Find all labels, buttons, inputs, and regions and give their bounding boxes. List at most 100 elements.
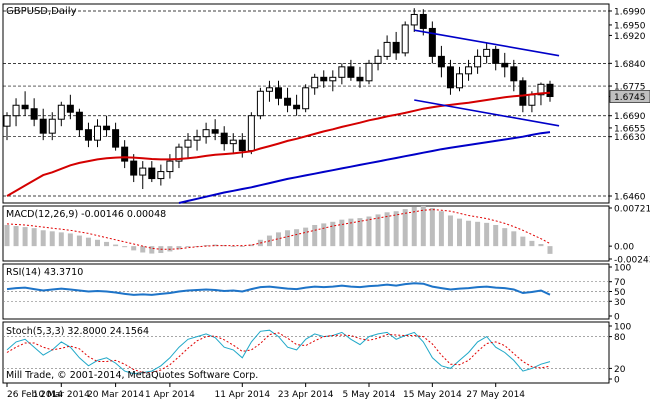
macd-bar	[529, 240, 535, 247]
macd-bar	[411, 206, 417, 247]
candle-up	[94, 125, 101, 141]
price-label: 1.6460	[614, 193, 646, 203]
candle-up	[256, 90, 264, 117]
candle-down	[392, 41, 400, 54]
macd-tick-label: 0.00721	[614, 205, 650, 215]
candle-up	[247, 115, 255, 152]
macd-bar	[4, 224, 10, 247]
macd-bar	[538, 244, 544, 247]
price-label: 1.6775	[614, 83, 646, 93]
macd-bar	[122, 246, 128, 248]
rsi-tick-label: 100	[614, 264, 631, 274]
macd-bar	[420, 205, 426, 247]
candle-up	[474, 55, 482, 68]
price-label: 1.6690	[614, 112, 646, 122]
macd-bar	[276, 232, 281, 247]
stoch-d-line	[6, 332, 551, 374]
candle-down	[492, 48, 500, 64]
time-label: 5 May 2014	[343, 390, 396, 400]
macd-bar	[95, 239, 100, 247]
candle-down	[66, 104, 74, 113]
macd-bar	[547, 246, 553, 254]
candle-down	[103, 125, 111, 131]
candle-down	[356, 76, 364, 82]
price-label: 1.6630	[614, 133, 646, 143]
candle-down	[220, 132, 228, 145]
macd-bar	[447, 215, 453, 247]
macd-tick-label: -0.00243	[614, 256, 650, 266]
candle-up	[338, 66, 346, 78]
macd-bar	[67, 233, 73, 247]
macd-bar	[49, 231, 55, 247]
macd-bar	[475, 221, 481, 247]
candle-down	[446, 66, 454, 89]
candle-down	[84, 129, 92, 141]
time-label: 15 May 2014	[403, 390, 462, 400]
candle-down	[112, 129, 120, 148]
candle-up	[329, 76, 337, 82]
macd-bar	[384, 212, 390, 247]
rsi-tick-label: 70	[614, 278, 626, 288]
macd-bar	[149, 246, 155, 254]
candle-down	[437, 55, 445, 68]
candle-up	[383, 41, 391, 57]
trend-line	[414, 99, 560, 127]
macd-bar	[140, 246, 146, 253]
candle-up	[401, 24, 409, 54]
time-label: 11 Apr 2014	[214, 390, 270, 400]
macd-bar	[393, 211, 399, 247]
candle-down	[546, 83, 554, 98]
macd-bar	[13, 226, 19, 247]
macd-bar	[366, 216, 372, 247]
candle-up	[265, 87, 273, 92]
chart-title: GBPUSD,Daily	[6, 6, 77, 17]
macd-bar	[511, 231, 517, 247]
candle-down	[275, 87, 282, 99]
candle-up	[157, 171, 165, 180]
rsi-tick-label: 50	[614, 288, 626, 298]
candle-down	[30, 108, 38, 120]
candle-down	[238, 139, 246, 152]
candle-down	[75, 111, 83, 131]
time-label: 20 Mar 2014	[87, 390, 144, 400]
macd-bar	[131, 246, 137, 251]
time-label: 10 Mar 2014	[33, 390, 90, 400]
stoch-tick-label: 0	[614, 376, 620, 386]
macd-bar	[484, 222, 490, 247]
candle-down	[347, 66, 355, 78]
macd-bar	[375, 214, 381, 247]
candle-up	[229, 139, 237, 145]
macd-bar	[321, 223, 327, 247]
price-label: 1.6920	[614, 32, 646, 42]
candle-up	[528, 94, 536, 106]
candle-down	[428, 27, 436, 57]
time-label: 23 Apr 2014	[278, 390, 334, 400]
time-label: 1 Apr 2014	[145, 390, 195, 400]
candle-down	[211, 129, 219, 134]
candle-up	[202, 129, 210, 138]
candle-down	[419, 13, 427, 29]
candle-up	[12, 104, 20, 117]
candle-up	[166, 160, 174, 173]
price-label: 1.6655	[614, 124, 646, 134]
candle-up	[57, 104, 65, 120]
macd-panel: 0.00721 0.00 -0.00243	[2, 205, 650, 266]
macd-bar	[185, 246, 191, 248]
time-label: 26 Feb 2014	[7, 390, 63, 400]
candle-up	[175, 146, 183, 162]
candle-up	[302, 87, 310, 110]
macd-bar	[348, 218, 354, 247]
candle-up	[48, 118, 56, 134]
candle-up	[465, 66, 473, 75]
candle-down	[510, 66, 518, 82]
candle-up	[537, 83, 545, 96]
candle-up	[410, 13, 418, 26]
candle-down	[39, 118, 47, 134]
macd-bar	[31, 228, 37, 247]
price-label: 1.6950	[614, 21, 646, 31]
macd-bar	[58, 232, 64, 247]
candle-down	[148, 167, 156, 180]
